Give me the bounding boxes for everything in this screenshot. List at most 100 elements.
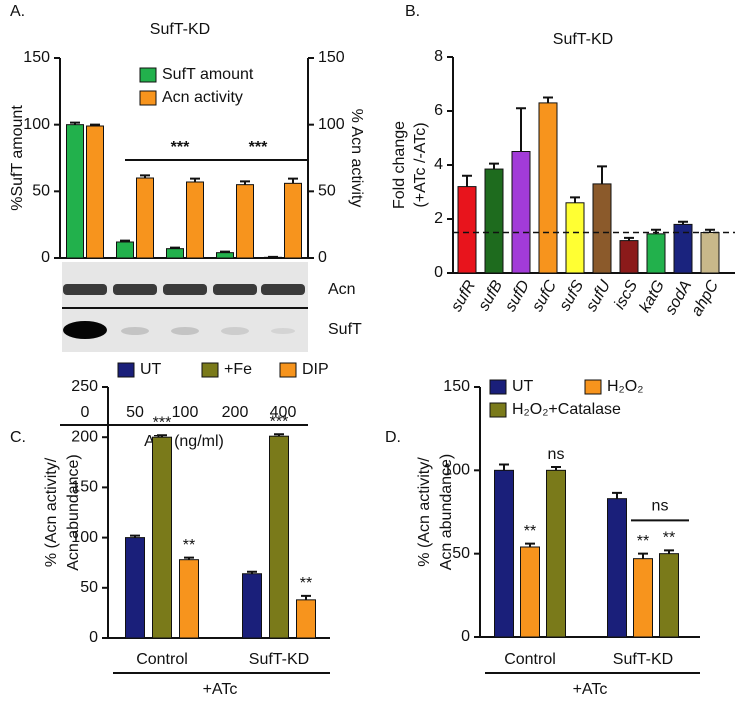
error-bar (705, 228, 715, 233)
bar (457, 186, 477, 274)
x-tick-label: 0 (81, 404, 90, 421)
y-tick-label: 100 (443, 462, 470, 479)
panel-label: A. (10, 3, 25, 20)
error-bar (288, 177, 298, 184)
blot-band (271, 328, 295, 334)
x-tick-label: sufD (502, 277, 533, 314)
x-tick-label: 100 (172, 404, 199, 421)
bar (284, 182, 302, 259)
panel-label: D. (385, 429, 401, 446)
error-bar (157, 434, 167, 438)
bar (125, 537, 145, 639)
error-bar (489, 162, 499, 170)
y2-axis-label: % Acn activity (348, 109, 365, 208)
error-bar (190, 177, 200, 182)
bar (186, 181, 204, 259)
bar (242, 573, 262, 639)
legend-swatch (201, 362, 219, 378)
error-bar (301, 594, 311, 600)
x-tick-label: SufT-KD (249, 651, 309, 668)
blot-label: SufT (328, 321, 362, 338)
legend-swatch (489, 402, 507, 418)
error-bar (70, 121, 80, 125)
blot-band (213, 284, 257, 295)
x-tick-label: sufS (556, 277, 587, 314)
bar (565, 202, 585, 274)
chart-title: SufT-KD (553, 31, 613, 48)
legend-swatch (139, 67, 157, 83)
blot-band (163, 284, 207, 295)
y-tick-label: 8 (434, 48, 443, 65)
annotation: ** (663, 530, 675, 547)
y2-tick-label: 0 (318, 249, 327, 266)
x-tick-label: sufB (475, 277, 506, 314)
y-tick-label: 100 (23, 116, 50, 133)
x-tick-label: Control (504, 651, 556, 668)
bar (152, 436, 172, 639)
bracket-label: ns (652, 498, 669, 515)
error-bar (551, 466, 561, 471)
annotation: ** (183, 537, 195, 554)
y-tick-label: 0 (89, 629, 98, 646)
y-axis-label: %SufT amount (9, 105, 26, 211)
y-tick-label: 2 (434, 210, 443, 227)
bar (296, 599, 316, 639)
bar (520, 546, 540, 638)
x-axis-label: +ATc (573, 681, 608, 698)
legend-label: +Fe (224, 361, 252, 378)
error-bar (597, 165, 607, 184)
bar (700, 232, 720, 274)
x-tick-label: ahpC (688, 277, 722, 319)
bar (66, 124, 84, 259)
annotation: ** (637, 533, 649, 550)
blot-band (221, 327, 249, 335)
panel-label: C. (10, 429, 26, 446)
legend-swatch (489, 379, 507, 395)
blot-band (63, 321, 107, 339)
x-tick-label: 200 (222, 404, 249, 421)
error-bar (220, 250, 230, 253)
error-bar (499, 463, 509, 471)
x-tick-label: sufC (529, 277, 560, 314)
y-axis-label: % (Acn activity/ (43, 457, 60, 567)
y-axis-label: Acn abundance) (438, 454, 455, 571)
error-bar (247, 570, 257, 574)
y-tick-label: 0 (434, 264, 443, 281)
y-tick-label: 150 (23, 49, 50, 66)
y-tick-label: 6 (434, 102, 443, 119)
bar (136, 177, 154, 259)
x-tick-label: Control (136, 651, 188, 668)
error-bar (120, 239, 130, 242)
bar (633, 558, 653, 638)
bar (494, 469, 514, 638)
error-bar (184, 556, 194, 560)
annotation: *** (270, 413, 289, 430)
error-bar (90, 123, 100, 126)
y-tick-label: 200 (71, 428, 98, 445)
bar (673, 223, 693, 274)
bar (116, 241, 134, 259)
y-tick-label: 50 (452, 545, 470, 562)
blot-band (113, 284, 157, 295)
legend-swatch (584, 379, 602, 395)
error-bar (612, 491, 622, 499)
bar (216, 252, 234, 259)
bar (484, 168, 504, 274)
y-axis-label: (+ATc /-ATc) (412, 122, 429, 207)
bar (538, 102, 558, 274)
bar (619, 240, 639, 274)
blot-band (63, 284, 107, 295)
y-tick-label: 250 (71, 378, 98, 395)
bar (659, 553, 679, 638)
y2-tick-label: 100 (318, 116, 345, 133)
error-bar (516, 107, 526, 152)
chart-title: SufT-KD (150, 21, 210, 38)
legend-label: UT (512, 378, 534, 395)
legend-label: UT (140, 361, 162, 378)
x-axis-label: +ATc (203, 681, 238, 698)
y-axis-label: Fold change (391, 121, 408, 209)
bar (546, 469, 566, 638)
error-bar (140, 174, 150, 178)
error-bar (170, 246, 180, 249)
